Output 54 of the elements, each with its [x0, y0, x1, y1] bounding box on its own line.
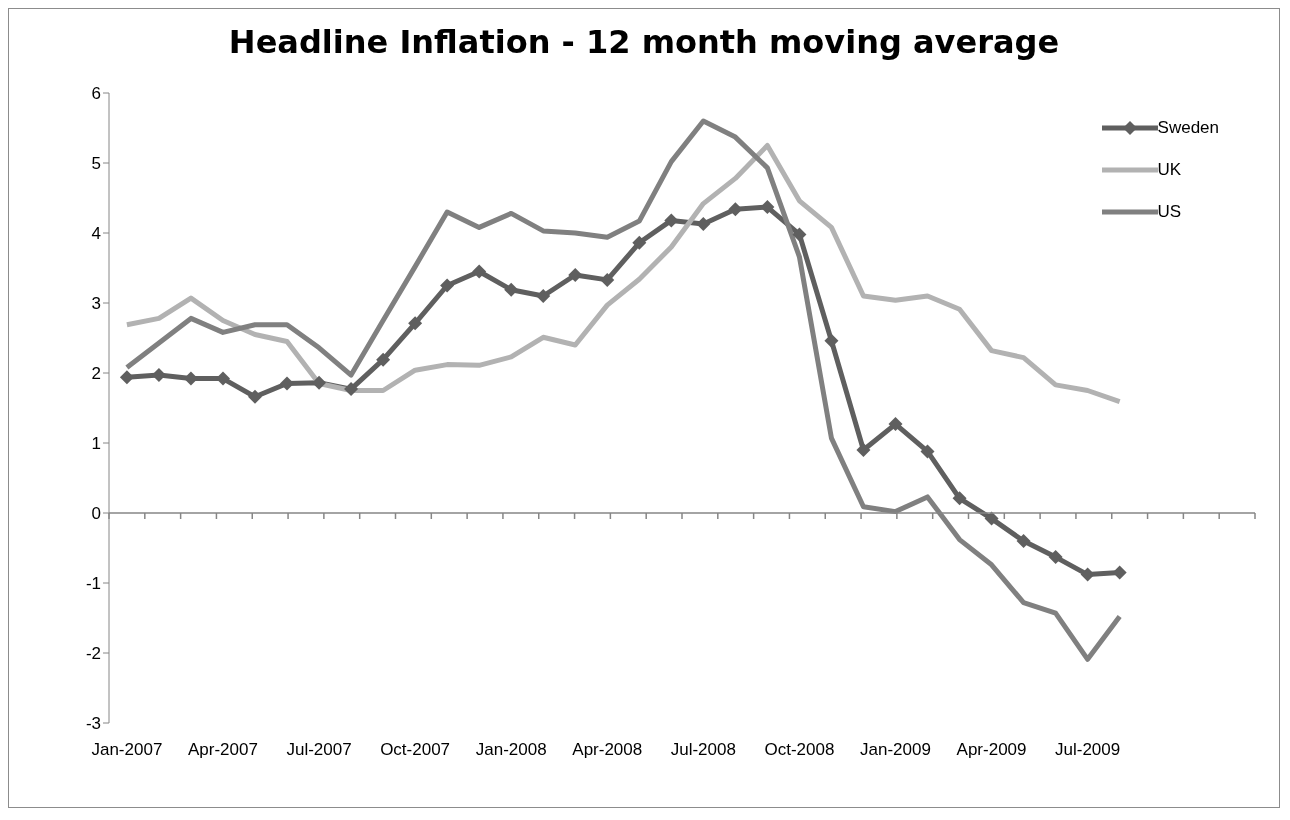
y-tick-label: 4 [91, 224, 101, 244]
y-tick-label: -1 [85, 574, 101, 594]
point [536, 289, 551, 303]
point [1112, 565, 1127, 580]
chart-title: Headline Inflation - 12 month moving average [227, 23, 1061, 63]
legend-label: UK [1157, 160, 1182, 180]
x-tick-label: Jan-2009 [860, 740, 931, 760]
point [344, 382, 359, 397]
point [376, 352, 391, 367]
y-tick-label: 5 [91, 154, 101, 174]
point [183, 371, 198, 386]
point [856, 443, 871, 457]
point [568, 268, 583, 282]
x-tick-label: Jul-2008 [670, 740, 736, 760]
x-tick-label: Jul-2009 [1055, 740, 1121, 760]
point [312, 375, 327, 390]
x-tick-label: Jan-2008 [475, 740, 547, 760]
point [824, 333, 839, 348]
point [248, 389, 262, 404]
x-tick-label: Oct-2007 [380, 740, 451, 760]
point [440, 278, 455, 293]
point [632, 235, 647, 250]
point [1080, 567, 1095, 582]
point [504, 282, 519, 297]
point [984, 511, 999, 526]
point [728, 202, 743, 217]
point [1048, 550, 1063, 565]
point [408, 316, 423, 331]
legend-label: US [1157, 202, 1182, 222]
y-tick-label: -3 [85, 714, 101, 734]
y-tick-label: 2 [91, 364, 101, 384]
x-tick-label: Apr-2008 [572, 740, 643, 760]
y-tick-label: -2 [85, 644, 101, 664]
x-tick-label: Apr-2007 [188, 740, 258, 760]
y-tick-label: 6 [91, 84, 101, 104]
x-tick-label: Jul-2007 [286, 740, 352, 760]
legend-label: Sweden [1157, 118, 1219, 138]
point [664, 213, 679, 228]
x-tick-label: Oct-2008 [764, 740, 835, 760]
point [952, 491, 967, 506]
point [600, 272, 615, 287]
y-tick-label: 0 [91, 504, 101, 524]
point [888, 417, 903, 432]
point [1016, 534, 1031, 548]
y-tick-label: 1 [91, 434, 101, 454]
point [119, 370, 134, 385]
x-tick-label: Jan-2007 [91, 740, 163, 760]
point [792, 227, 807, 242]
y-tick-label: 3 [91, 294, 101, 314]
x-tick-label: Apr-2009 [956, 740, 1027, 760]
point [920, 444, 935, 459]
point [472, 264, 487, 279]
point [696, 216, 711, 231]
point [760, 200, 775, 215]
